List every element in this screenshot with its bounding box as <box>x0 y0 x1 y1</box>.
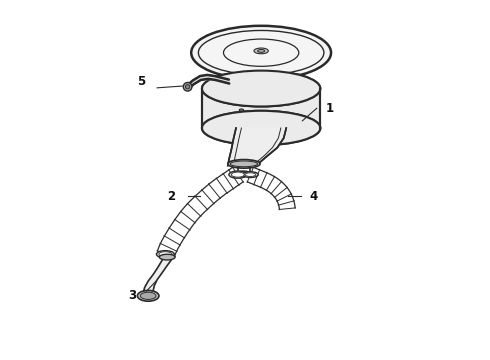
Ellipse shape <box>254 48 269 54</box>
Ellipse shape <box>183 82 192 91</box>
Ellipse shape <box>140 292 156 300</box>
Ellipse shape <box>186 85 190 89</box>
Ellipse shape <box>229 171 247 178</box>
Text: 2: 2 <box>168 190 175 203</box>
Ellipse shape <box>230 161 258 167</box>
Ellipse shape <box>202 71 320 107</box>
Bar <box>202 89 320 128</box>
Polygon shape <box>247 167 295 210</box>
Ellipse shape <box>243 172 258 177</box>
Ellipse shape <box>238 171 250 176</box>
Ellipse shape <box>202 71 320 107</box>
Ellipse shape <box>239 109 244 111</box>
Ellipse shape <box>137 291 159 301</box>
Polygon shape <box>157 167 243 256</box>
Text: 5: 5 <box>137 75 145 88</box>
Ellipse shape <box>228 159 260 168</box>
Ellipse shape <box>202 111 320 145</box>
Ellipse shape <box>231 172 245 177</box>
Text: 1: 1 <box>325 102 333 115</box>
Ellipse shape <box>223 39 299 66</box>
Polygon shape <box>143 260 172 295</box>
Ellipse shape <box>245 173 256 176</box>
Text: 3: 3 <box>128 289 136 302</box>
Ellipse shape <box>258 49 265 52</box>
Polygon shape <box>228 128 286 166</box>
Ellipse shape <box>159 254 175 260</box>
Text: 4: 4 <box>309 190 317 203</box>
Ellipse shape <box>159 252 172 257</box>
Ellipse shape <box>191 26 331 80</box>
Ellipse shape <box>198 31 324 75</box>
Ellipse shape <box>202 111 320 145</box>
Ellipse shape <box>156 251 174 258</box>
